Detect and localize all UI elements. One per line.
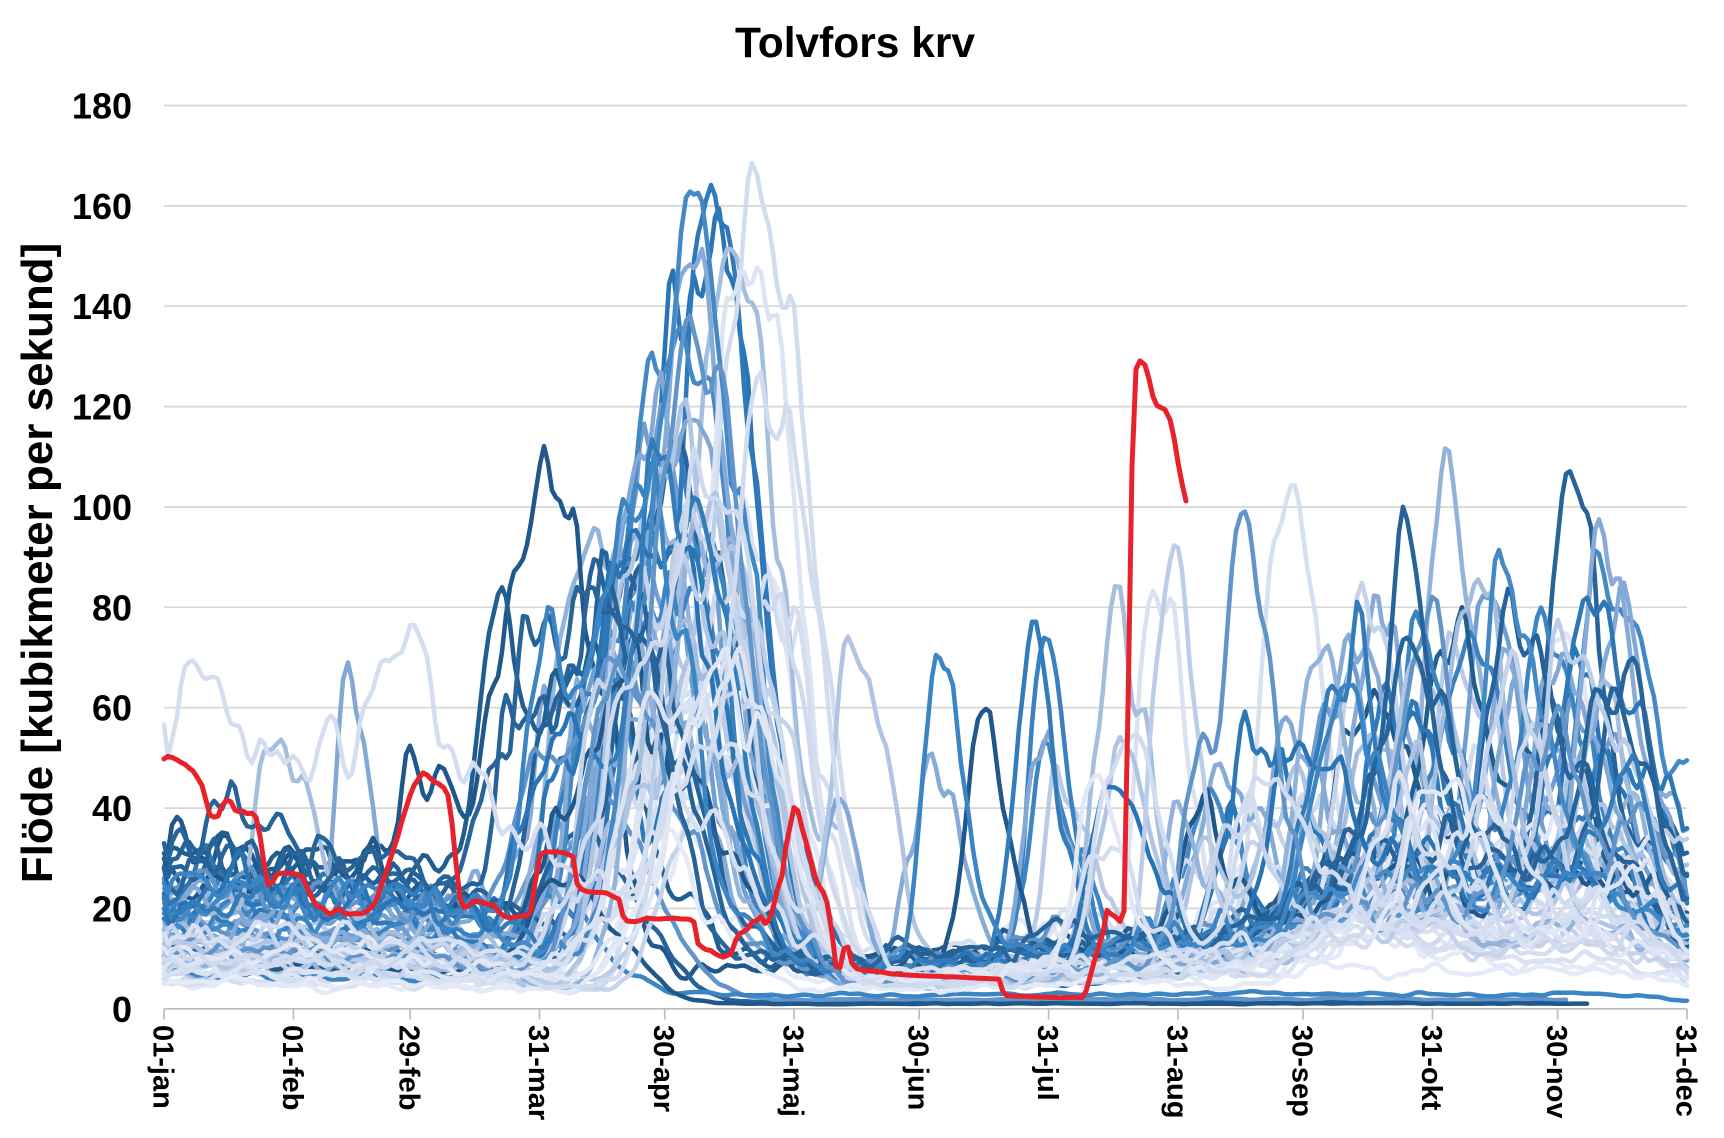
svg-text:30-sep: 30-sep xyxy=(1286,1025,1318,1117)
svg-text:60: 60 xyxy=(92,688,132,729)
svg-text:31-okt: 31-okt xyxy=(1415,1025,1447,1111)
svg-text:Tolvfors krv: Tolvfors krv xyxy=(735,20,975,67)
svg-text:120: 120 xyxy=(72,387,132,428)
svg-text:100: 100 xyxy=(72,487,132,528)
svg-text:20: 20 xyxy=(92,888,132,929)
svg-text:31-jul: 31-jul xyxy=(1031,1025,1063,1101)
svg-text:140: 140 xyxy=(72,286,132,327)
svg-text:01-feb: 01-feb xyxy=(276,1025,308,1110)
svg-text:160: 160 xyxy=(72,186,132,227)
svg-text:40: 40 xyxy=(92,788,132,829)
svg-text:0: 0 xyxy=(112,989,132,1030)
svg-text:30-jun: 30-jun xyxy=(902,1025,934,1110)
svg-text:31-aug: 31-aug xyxy=(1160,1025,1192,1118)
svg-text:01-jan: 01-jan xyxy=(147,1025,179,1109)
svg-text:29-feb: 29-feb xyxy=(393,1025,425,1110)
svg-text:31-maj: 31-maj xyxy=(777,1025,809,1117)
svg-text:80: 80 xyxy=(92,587,132,628)
svg-text:31-dec: 31-dec xyxy=(1670,1025,1702,1117)
svg-text:180: 180 xyxy=(72,86,132,127)
svg-text:30-apr: 30-apr xyxy=(647,1025,679,1112)
svg-text:31-mar: 31-mar xyxy=(522,1025,554,1120)
svg-text:30-nov: 30-nov xyxy=(1540,1025,1572,1118)
svg-text:Flöde [kubikmeter per sekund]: Flöde [kubikmeter per sekund] xyxy=(13,243,62,884)
